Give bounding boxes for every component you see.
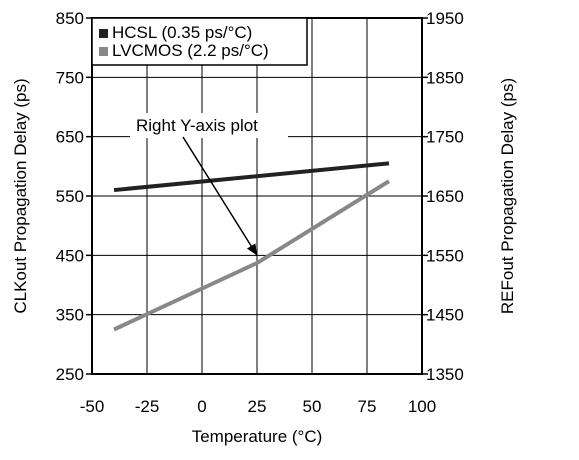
left-y-tick-label: 750 — [56, 68, 84, 87]
legend-swatch-hcsl — [99, 29, 108, 38]
left-y-tick-label: 550 — [56, 187, 84, 206]
annotation-arrow-shaft — [182, 136, 258, 256]
right-y-tick-label: 1850 — [426, 68, 464, 87]
series-line-hcsl — [113, 161, 390, 193]
annotation: Right Y-axis plot — [130, 113, 288, 256]
annotation-background — [130, 113, 288, 138]
x-tick-label: 50 — [303, 397, 322, 416]
left-y-tick-label: 850 — [56, 9, 84, 28]
grid — [92, 18, 422, 374]
legend: HCSL (0.35 ps/°C) LVCMOS (2.2 ps/°C) — [91, 17, 308, 66]
legend-label-lvcmos: LVCMOS (2.2 ps/°C) — [112, 41, 269, 60]
series-line-lvcmos — [113, 179, 391, 332]
right-y-tick-label: 1550 — [426, 246, 464, 265]
annotation-arrow-head — [246, 243, 257, 256]
legend-label-hcsl: HCSL (0.35 ps/°C) — [112, 23, 252, 42]
tick-labels: -50 -25 0 25 50 75 100 250 350 450 550 650 750 850 135… — [56, 9, 464, 416]
x-tick-label: -50 — [80, 397, 105, 416]
annotation-arrow — [182, 136, 258, 256]
left-y-axis-title: CLKout Propagation Delay (ps) — [11, 78, 30, 313]
left-y-tick-label: 650 — [56, 128, 84, 147]
right-y-tick-label: 1350 — [426, 365, 464, 384]
right-y-tick-label: 1450 — [426, 306, 464, 325]
x-tick-label: 25 — [248, 397, 267, 416]
right-y-tick-label: 1750 — [426, 128, 464, 147]
left-y-tick-label: 250 — [56, 365, 84, 384]
left-y-tick-label: 350 — [56, 306, 84, 325]
x-tick-label: -25 — [135, 397, 160, 416]
right-y-tick-label: 1650 — [426, 187, 464, 206]
x-tick-label: 100 — [408, 397, 436, 416]
legend-swatch-lvcmos — [99, 47, 108, 56]
right-y-axis-title: REFout Propagation Delay (ps) — [498, 78, 517, 314]
annotation-text: Right Y-axis plot — [136, 116, 258, 135]
legend-box — [91, 17, 308, 66]
right-y-tick-label: 1950 — [426, 9, 464, 28]
x-axis-title: Temperature (°C) — [192, 427, 323, 446]
x-tick-label: 75 — [358, 397, 377, 416]
series-lines — [113, 161, 391, 332]
x-tick-label: 0 — [197, 397, 206, 416]
left-y-tick-label: 450 — [56, 246, 84, 265]
